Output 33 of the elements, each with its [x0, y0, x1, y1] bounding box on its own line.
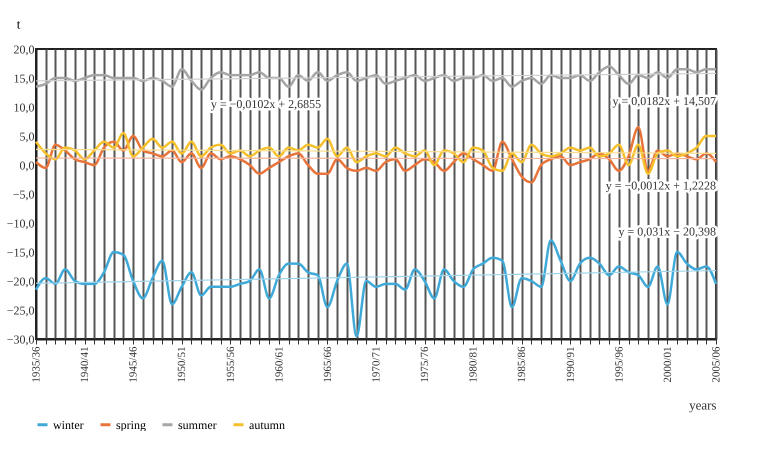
x-tick-label: 1940/41	[79, 346, 92, 383]
y-tick-label: 10,0	[14, 100, 34, 114]
y-tick-label: 5,0	[20, 130, 34, 144]
x-tick-label: 2000/01	[662, 346, 674, 383]
y-tick-label: −10,0	[6, 216, 34, 230]
y-tick-label: −15,0	[6, 246, 34, 260]
legend-label: autumn	[249, 418, 285, 432]
x-tick-label: 1950/51	[176, 346, 188, 383]
x-tick-label: 1985/86	[516, 346, 528, 383]
y-tick-label: −30,0	[6, 332, 34, 346]
line-series	[34, 239, 718, 338]
x-tick-label: 1945/46	[128, 346, 140, 383]
x-tick-label: 1960/61	[273, 346, 286, 383]
x-tick-label: 1995/96	[613, 346, 626, 383]
y-tick-label: 0,0	[20, 158, 34, 172]
x-tick-label: 1990/91	[564, 346, 577, 383]
x-tick-label: 2005/06	[710, 346, 722, 383]
x-tick-label: 1975/76	[419, 346, 432, 383]
y-tick-label: −20,0	[6, 274, 34, 288]
legend-label: winter	[53, 418, 84, 432]
y-tick-label: 20,0	[14, 42, 34, 56]
x-tick-label: 1955/56	[224, 346, 237, 383]
x-axis-title: years	[689, 398, 716, 412]
y-tick-label: 15,0	[14, 72, 34, 86]
x-tick-label: 1980/81	[468, 346, 480, 383]
y-tick-label: −5,0	[12, 188, 34, 202]
y-axis-title: t	[16, 16, 21, 32]
x-tick-label: 1935/36	[30, 346, 42, 383]
y-tick-label: −25,0	[6, 304, 34, 318]
legend-label: spring	[116, 418, 146, 432]
legend-label: summer	[178, 418, 217, 432]
x-tick-label: 1970/71	[370, 346, 382, 383]
x-tick-label: 1965/66	[322, 346, 334, 383]
